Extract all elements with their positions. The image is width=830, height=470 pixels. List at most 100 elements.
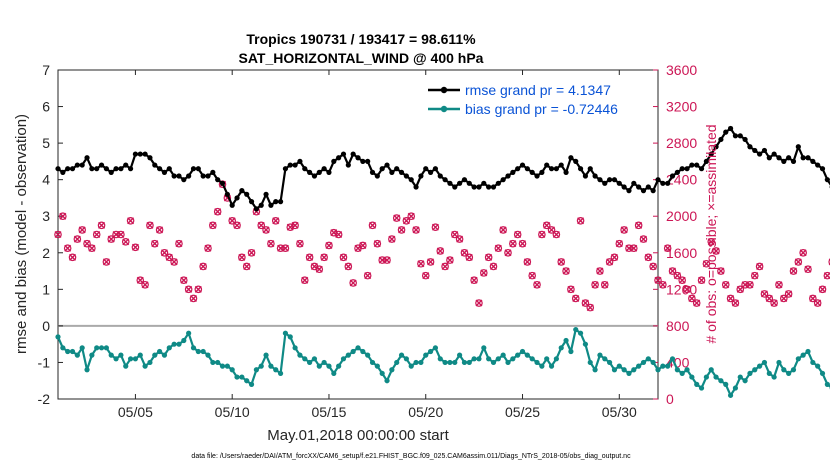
obs-possible-marker: [209, 221, 217, 230]
rmse-point: [215, 177, 221, 183]
obs-assimilated-marker: [320, 253, 328, 261]
bias-point: [118, 352, 124, 358]
bias-point: [452, 359, 458, 366]
obs-possible-marker: [359, 241, 367, 250]
rmse-point: [495, 180, 501, 186]
obs-possible-marker: [407, 212, 416, 221]
rmse-point: [592, 173, 598, 179]
obs-possible-marker: [305, 253, 314, 262]
bias-point: [548, 363, 555, 369]
obs-assimilated-marker: [291, 221, 299, 229]
obs-assimilated-marker: [436, 247, 444, 255]
bias-point: [98, 345, 105, 351]
obs-possible-marker: [775, 280, 783, 289]
rmse-point: [336, 155, 342, 161]
rmse-point: [263, 191, 269, 197]
bias-point: [553, 356, 559, 362]
y2-tick-label: 0: [666, 391, 674, 407]
rmse-point: [84, 155, 90, 161]
obs-assimilated-marker: [156, 226, 164, 234]
y2-tick-label: 3600: [666, 62, 697, 78]
obs-point: [228, 216, 236, 225]
rmse-point: [795, 144, 801, 150]
obs-possible-marker: [189, 294, 198, 303]
obs-possible-marker: [441, 262, 449, 271]
rmse-point: [669, 173, 676, 179]
obs-possible-marker: [784, 290, 793, 298]
rmse-point: [171, 173, 177, 179]
obs-assimilated-marker: [789, 267, 797, 275]
rmse-point: [582, 173, 589, 179]
obs-possible-marker: [73, 235, 82, 243]
obs-assimilated-marker: [814, 299, 822, 307]
obs-point: [209, 221, 217, 230]
obs-possible-marker: [639, 235, 648, 243]
rmse-point: [776, 155, 782, 161]
bias-point: [60, 345, 66, 351]
obs-point: [654, 276, 662, 284]
obs-possible-marker: [780, 294, 788, 303]
obs-point: [102, 258, 111, 266]
bias-point: [84, 367, 90, 373]
rmse-point: [157, 166, 163, 172]
obs-assimilated-marker: [64, 244, 72, 252]
bias-point: [674, 367, 680, 373]
obs-possible-marker: [528, 271, 536, 280]
rmse-point: [766, 155, 772, 161]
rmse-point: [398, 169, 405, 175]
rmse-point: [447, 180, 453, 186]
obs-possible-marker: [828, 258, 830, 266]
obs-possible-marker: [213, 207, 222, 216]
legend-bias-marker: [440, 105, 448, 113]
rmse-point: [461, 177, 468, 183]
obs-possible-marker: [146, 221, 154, 230]
rmse-point: [224, 191, 230, 197]
obs-possible-marker: [155, 226, 164, 234]
obs-point: [581, 299, 590, 307]
obs-point: [117, 230, 125, 239]
obs-point: [480, 269, 488, 277]
obs-point: [455, 235, 464, 243]
obs-possible-marker: [542, 221, 551, 230]
obs-point: [412, 226, 420, 234]
rmse-point: [553, 166, 559, 172]
y-tick-label: -1: [38, 354, 51, 370]
bias-point: [737, 374, 743, 380]
bias-point: [636, 363, 642, 369]
y-tick-label: 0: [42, 318, 50, 334]
rmse-point: [147, 155, 153, 161]
obs-assimilated-marker: [170, 258, 178, 266]
bias-point: [248, 381, 255, 387]
obs-point: [533, 280, 541, 289]
bias-point: [326, 363, 332, 369]
obs-point: [557, 258, 566, 266]
obs-possible-marker: [552, 230, 561, 239]
obs-assimilated-marker: [678, 276, 686, 284]
bias-point: [611, 367, 618, 373]
obs-possible-marker: [746, 280, 754, 289]
obs-assimilated-marker: [349, 279, 357, 287]
rmse-point: [65, 166, 71, 172]
bias-point: [190, 345, 197, 351]
rmse-point: [205, 173, 211, 179]
obs-assimilated-marker: [456, 235, 464, 243]
obs-assimilated-marker: [494, 244, 502, 252]
obs-point: [368, 221, 377, 230]
obs-possible-marker: [499, 226, 507, 234]
bias-point: [157, 348, 163, 355]
obs-point: [644, 253, 653, 262]
obs-point: [131, 243, 140, 252]
obs-assimilated-marker: [54, 231, 62, 238]
bias-point: [427, 348, 434, 355]
rmse-point: [679, 166, 685, 172]
x-tick-label: 05/30: [602, 404, 637, 420]
bias-point: [742, 378, 748, 384]
bias-point: [205, 352, 211, 358]
bias-point: [258, 363, 264, 369]
obs-assimilated-marker: [698, 276, 706, 284]
rmse-point: [761, 147, 768, 154]
obs-assimilated-marker: [751, 272, 759, 280]
obs-possible-marker: [180, 276, 188, 284]
obs-point: [799, 248, 807, 257]
obs-assimilated-marker: [615, 240, 623, 248]
